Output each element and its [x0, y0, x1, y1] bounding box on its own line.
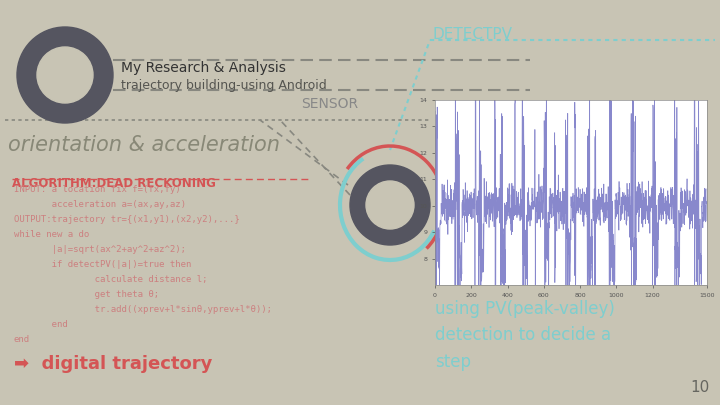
Circle shape	[366, 181, 414, 229]
Text: end: end	[14, 335, 30, 344]
Text: while new a do: while new a do	[14, 230, 89, 239]
Text: 10: 10	[690, 380, 710, 395]
Text: get theta θ;: get theta θ;	[14, 290, 159, 299]
Text: SENSOR: SENSOR	[302, 97, 359, 111]
Text: ALGORITHM:DEAD RECKONING: ALGORITHM:DEAD RECKONING	[12, 177, 216, 190]
Text: trajectory building-using Android: trajectory building-using Android	[121, 79, 327, 92]
Text: My Research & Analysis: My Research & Analysis	[121, 61, 286, 75]
Circle shape	[17, 27, 113, 123]
Circle shape	[350, 165, 430, 245]
Text: INPUT: a location fix f=(fx,fy): INPUT: a location fix f=(fx,fy)	[14, 185, 181, 194]
Text: |a|=sqrt(ax^2+ay^2+az^2);: |a|=sqrt(ax^2+ay^2+az^2);	[14, 245, 186, 254]
Text: DETECTPV: DETECTPV	[432, 27, 512, 42]
Circle shape	[37, 47, 93, 103]
Text: OUTPUT:trajectory tr={(x1,y1),(x2,y2),...}: OUTPUT:trajectory tr={(x1,y1),(x2,y2),..…	[14, 215, 240, 224]
Text: tr.add((xprev+l*sinθ,yprev+l*θ));: tr.add((xprev+l*sinθ,yprev+l*θ));	[14, 305, 272, 314]
Text: orientation & acceleration: orientation & acceleration	[8, 135, 280, 155]
Text: acceleration a=(ax,ay,az): acceleration a=(ax,ay,az)	[14, 200, 186, 209]
Text: end: end	[14, 320, 68, 329]
Text: ➡  digital trajectory: ➡ digital trajectory	[14, 355, 212, 373]
Text: using PV(peak-valley)
detection to decide a
step: using PV(peak-valley) detection to decid…	[435, 300, 615, 371]
Text: calculate distance l;: calculate distance l;	[14, 275, 207, 284]
Text: if detectPV(|a|)=true then: if detectPV(|a|)=true then	[14, 260, 192, 269]
